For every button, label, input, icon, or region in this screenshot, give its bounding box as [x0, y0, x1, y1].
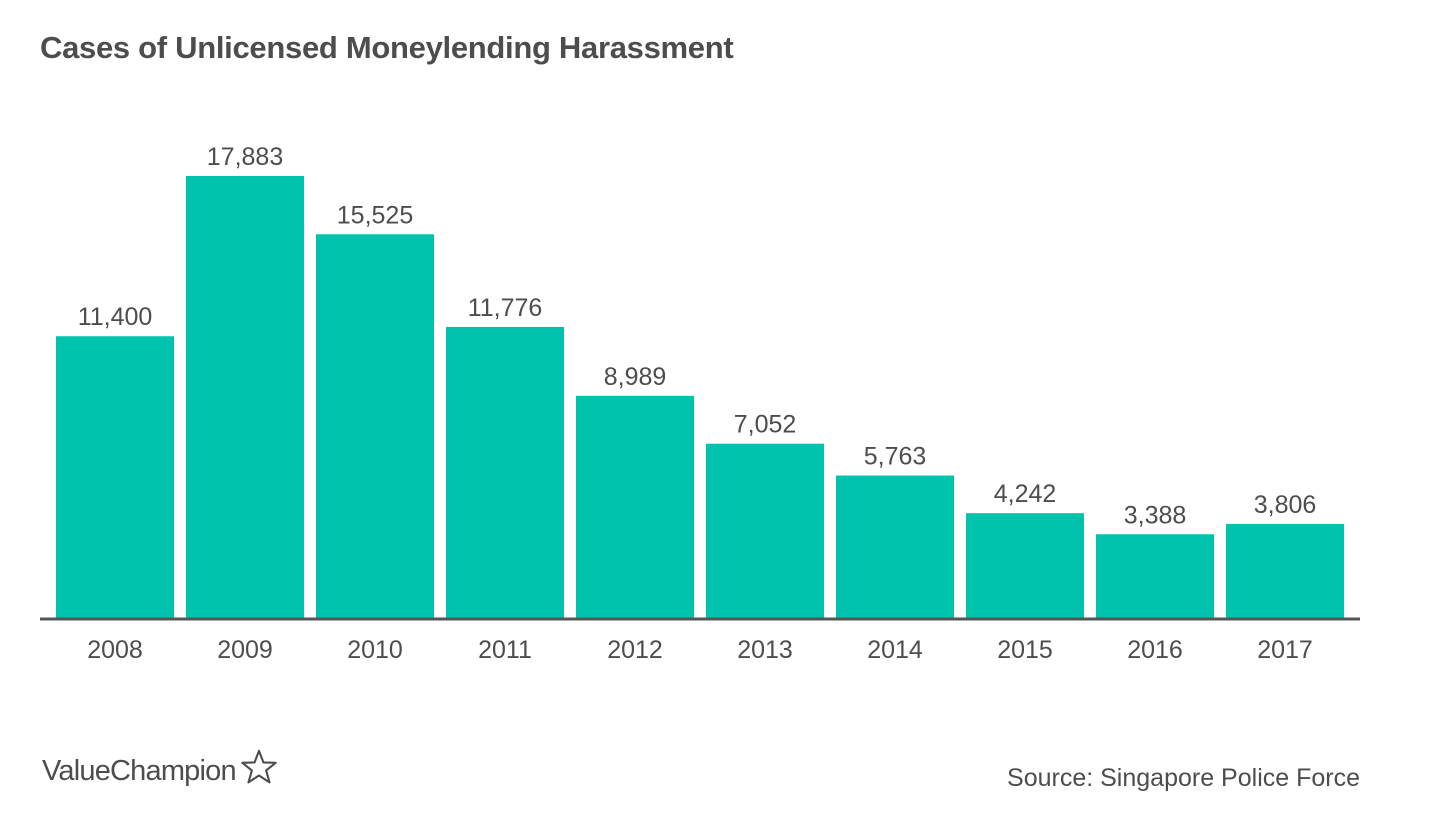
- data-label-2010: 15,525: [337, 201, 413, 229]
- data-label-2014: 5,763: [864, 443, 927, 471]
- data-label-2008: 11,400: [78, 303, 153, 331]
- source-note: Source: Singapore Police Force: [1007, 764, 1360, 792]
- bar-2009: [186, 176, 304, 618]
- x-tick-label-2009: 2009: [217, 636, 273, 664]
- bar-2013: [706, 443, 824, 618]
- bar-2015: [966, 513, 1084, 618]
- x-tick-label-2013: 2013: [737, 636, 793, 664]
- star-outline-icon: [241, 749, 277, 784]
- data-label-2013: 7,052: [734, 411, 797, 439]
- x-tick-label-2008: 2008: [87, 636, 143, 664]
- x-tick-label-2016: 2016: [1127, 636, 1183, 664]
- data-label-2011: 11,776: [468, 294, 543, 322]
- x-tick-label-2017: 2017: [1257, 636, 1313, 664]
- brand-logo-text: ValueChampion: [42, 755, 237, 787]
- bar-2011: [446, 326, 564, 618]
- bar-2012: [576, 395, 694, 618]
- bar-2010: [316, 234, 434, 618]
- brand-logo: ValueChampion: [42, 748, 278, 786]
- x-tick-label-2012: 2012: [607, 636, 663, 664]
- x-tick-label-2014: 2014: [867, 636, 923, 664]
- data-label-2016: 3,388: [1124, 501, 1187, 529]
- x-tick-label-2011: 2011: [478, 636, 532, 664]
- bar-2016: [1096, 534, 1214, 618]
- x-tick-label-2015: 2015: [997, 636, 1053, 664]
- bar-2014: [836, 475, 954, 618]
- data-label-2015: 4,242: [994, 480, 1057, 508]
- bar-2008: [56, 336, 174, 618]
- data-label-2017: 3,806: [1254, 491, 1317, 519]
- data-label-2009: 17,883: [207, 143, 283, 171]
- chart-title: Cases of Unlicensed Moneylending Harassm…: [40, 30, 734, 65]
- bar-2017: [1226, 523, 1344, 618]
- data-label-2012: 8,989: [604, 363, 667, 391]
- x-tick-label-2010: 2010: [347, 636, 403, 664]
